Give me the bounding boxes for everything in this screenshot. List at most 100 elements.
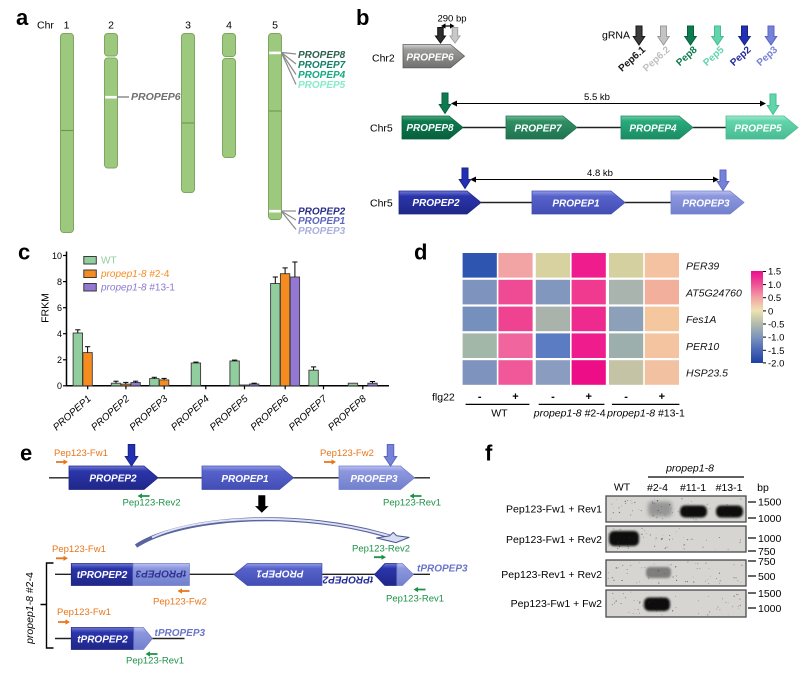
svg-text:#2-4: #2-4 bbox=[647, 482, 668, 494]
svg-text:2: 2 bbox=[57, 355, 62, 365]
svg-text:PROPEP2: PROPEP2 bbox=[89, 393, 132, 433]
svg-text:PROPEP8: PROPEP8 bbox=[406, 123, 454, 134]
svg-text:1: 1 bbox=[64, 20, 70, 32]
svg-text:tPROPEP3: tPROPEP3 bbox=[417, 564, 468, 575]
svg-text:Pep123-Fw1: Pep123-Fw1 bbox=[52, 544, 106, 555]
svg-text:Chr: Chr bbox=[37, 20, 54, 32]
svg-text:PROPEP2: PROPEP2 bbox=[298, 207, 346, 218]
svg-text:Pep6.2: Pep6.2 bbox=[641, 44, 673, 74]
svg-text:WT: WT bbox=[101, 256, 117, 267]
svg-text:PROPEP3: PROPEP3 bbox=[298, 226, 346, 237]
svg-text:PROPEP3: PROPEP3 bbox=[128, 393, 171, 433]
svg-text:Pep123-Rev2: Pep123-Rev2 bbox=[123, 498, 181, 509]
svg-text:Pep2: Pep2 bbox=[728, 44, 753, 68]
svg-text:1500: 1500 bbox=[758, 497, 782, 509]
svg-text:PROPEP8: PROPEP8 bbox=[326, 393, 369, 433]
svg-text:PROPEP1: PROPEP1 bbox=[51, 394, 93, 434]
svg-text:tPROPEP2: tPROPEP2 bbox=[77, 635, 128, 646]
svg-text:Chr5: Chr5 bbox=[370, 198, 393, 210]
svg-text:tPROPEP3: tPROPEP3 bbox=[135, 568, 186, 579]
svg-text:tPROPEP2: tPROPEP2 bbox=[322, 574, 373, 585]
svg-text:PROPEP7: PROPEP7 bbox=[287, 393, 330, 433]
svg-text:4: 4 bbox=[57, 329, 62, 339]
svg-text:b: b bbox=[356, 5, 369, 30]
svg-text:750: 750 bbox=[758, 546, 776, 558]
svg-text:1.5: 1.5 bbox=[768, 267, 781, 278]
svg-text:Pep123-Fw1 + Fw2: Pep123-Fw1 + Fw2 bbox=[511, 598, 602, 610]
svg-text:1.0: 1.0 bbox=[768, 280, 781, 291]
svg-text:Pep123-Fw2: Pep123-Fw2 bbox=[320, 448, 374, 459]
svg-text:HSP23.5: HSP23.5 bbox=[686, 368, 728, 380]
svg-text:c: c bbox=[18, 240, 30, 265]
svg-text:6: 6 bbox=[57, 303, 62, 313]
svg-text:propep1-8 #13-1: propep1-8 #13-1 bbox=[606, 408, 685, 420]
svg-text:PER39: PER39 bbox=[686, 261, 719, 273]
svg-text:1500: 1500 bbox=[758, 588, 782, 600]
svg-text:Pep123-Fw1: Pep123-Fw1 bbox=[57, 607, 111, 618]
svg-text:PROPEP6: PROPEP6 bbox=[406, 53, 454, 64]
svg-text:PROPEP5: PROPEP5 bbox=[298, 80, 346, 91]
svg-text:AT5G24760: AT5G24760 bbox=[685, 287, 742, 299]
svg-text:PROPEP7: PROPEP7 bbox=[298, 60, 346, 71]
svg-text:Fes1A: Fes1A bbox=[686, 314, 716, 326]
svg-text:-1.5: -1.5 bbox=[768, 346, 784, 357]
svg-text:1000: 1000 bbox=[758, 603, 782, 615]
svg-text:d: d bbox=[414, 240, 427, 265]
svg-text:tPROPEP2: tPROPEP2 bbox=[77, 570, 128, 581]
svg-text:Pep123-Rev1: Pep123-Rev1 bbox=[126, 656, 184, 667]
svg-text:WT: WT bbox=[491, 408, 508, 420]
svg-text:FRKM: FRKM bbox=[40, 293, 52, 323]
svg-text:3: 3 bbox=[185, 20, 191, 32]
svg-text:2: 2 bbox=[108, 20, 114, 32]
svg-text:PROPEP1: PROPEP1 bbox=[552, 199, 600, 210]
svg-text:Pep3: Pep3 bbox=[755, 44, 780, 68]
svg-text:WT: WT bbox=[614, 482, 631, 494]
svg-text:10: 10 bbox=[52, 251, 62, 261]
svg-text:-0.5: -0.5 bbox=[768, 320, 784, 331]
svg-text:Pep123-Fw1: Pep123-Fw1 bbox=[54, 448, 108, 459]
svg-text:propep1-8 #13-1: propep1-8 #13-1 bbox=[100, 283, 175, 294]
svg-text:Pep123-Rev1: Pep123-Rev1 bbox=[383, 498, 441, 509]
svg-text:+: + bbox=[512, 391, 518, 403]
svg-text:propep1-8 #2-4: propep1-8 #2-4 bbox=[100, 269, 170, 280]
svg-text:500: 500 bbox=[758, 571, 776, 583]
svg-text:4: 4 bbox=[226, 20, 232, 32]
svg-text:PROPEP5: PROPEP5 bbox=[208, 393, 251, 433]
svg-text:Pep123-Fw1 + Rev2: Pep123-Fw1 + Rev2 bbox=[506, 534, 602, 546]
svg-text:0.5: 0.5 bbox=[768, 293, 781, 304]
svg-text:gRNA: gRNA bbox=[602, 30, 630, 42]
svg-text:0: 0 bbox=[57, 381, 62, 391]
svg-text:PROPEP3: PROPEP3 bbox=[350, 474, 398, 485]
svg-text:PROPEP8: PROPEP8 bbox=[298, 50, 346, 61]
svg-text:propep1-8 #2-4: propep1-8 #2-4 bbox=[533, 408, 606, 420]
svg-text:Chr5: Chr5 bbox=[370, 123, 393, 135]
svg-text:-: - bbox=[478, 391, 482, 403]
svg-text:f: f bbox=[485, 441, 493, 466]
svg-text:290 bp: 290 bp bbox=[437, 14, 466, 25]
svg-text:-: - bbox=[551, 391, 555, 403]
svg-text:PROPEP5: PROPEP5 bbox=[734, 124, 782, 135]
svg-text:bp: bp bbox=[757, 482, 769, 494]
svg-text:PROPEP3: PROPEP3 bbox=[682, 199, 730, 210]
svg-text:Pep123-Fw1 + Rev1: Pep123-Fw1 + Rev1 bbox=[506, 504, 602, 516]
svg-text:PROPEP6: PROPEP6 bbox=[249, 393, 292, 433]
svg-text:5: 5 bbox=[272, 20, 278, 32]
svg-text:PROPEP1: PROPEP1 bbox=[256, 568, 304, 579]
svg-text:Chr2: Chr2 bbox=[372, 53, 395, 65]
svg-text:750: 750 bbox=[758, 556, 776, 568]
svg-text:PROPEP2: PROPEP2 bbox=[412, 198, 460, 209]
svg-text:-: - bbox=[624, 391, 628, 403]
svg-text:Pep123-Fw2: Pep123-Fw2 bbox=[153, 597, 207, 608]
svg-text:+: + bbox=[659, 391, 665, 403]
svg-text:propep1-8: propep1-8 bbox=[665, 463, 714, 475]
svg-text:PROPEP6: PROPEP6 bbox=[131, 91, 181, 103]
svg-text:0: 0 bbox=[768, 306, 773, 317]
svg-text:PROPEP4: PROPEP4 bbox=[629, 124, 677, 135]
svg-text:Pep123-Rev1: Pep123-Rev1 bbox=[386, 594, 444, 605]
svg-text:+: + bbox=[585, 391, 591, 403]
svg-text:1000: 1000 bbox=[758, 533, 782, 545]
svg-text:PROPEP7: PROPEP7 bbox=[514, 124, 562, 135]
svg-text:4.8 kb: 4.8 kb bbox=[587, 168, 613, 179]
svg-text:PROPEP4: PROPEP4 bbox=[298, 70, 346, 81]
svg-text:-2.0: -2.0 bbox=[768, 358, 784, 369]
